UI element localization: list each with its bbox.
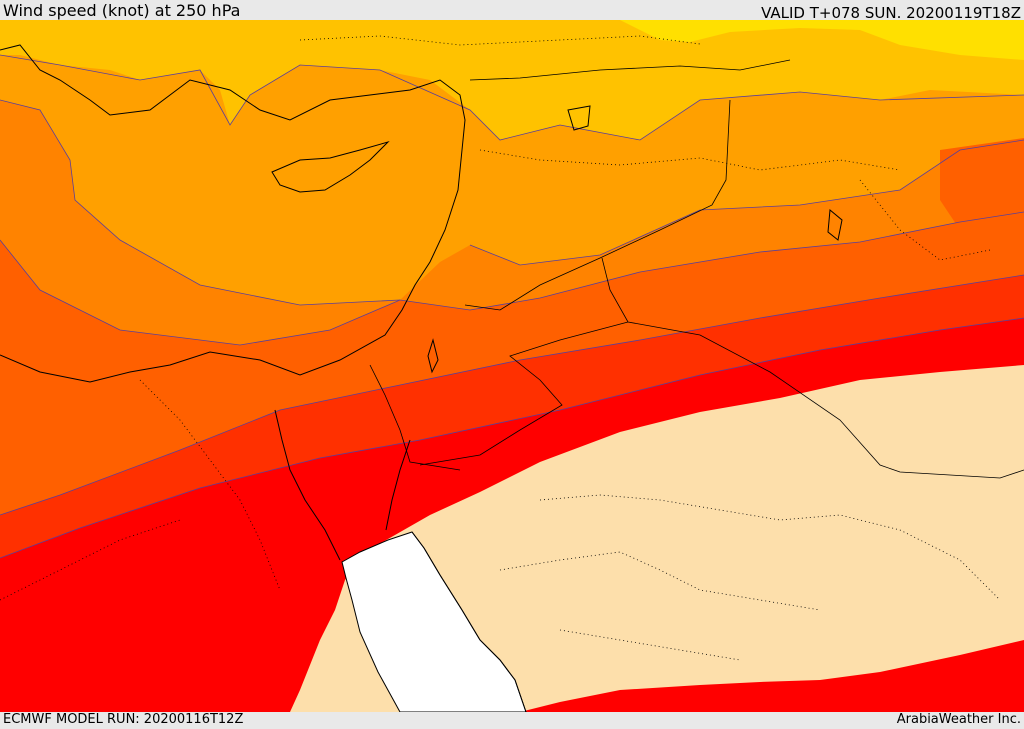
lake-urmia [827, 209, 843, 241]
cyprus-coast [271, 140, 390, 193]
dead-sea [427, 338, 439, 374]
band-yellow [620, 20, 1024, 60]
calm-area [290, 365, 1024, 712]
model-run: ECMWF MODEL RUN: 20200116T12Z [3, 712, 244, 727]
gulf-aqaba [385, 439, 411, 531]
credit-label: ArabiaWeather Inc. [896, 712, 1021, 727]
map-title: Wind speed (knot) at 250 hPa [3, 1, 241, 20]
lake-van [567, 105, 591, 131]
header-bar: Wind speed (knot) at 250 hPa VALID T+078… [0, 0, 1024, 22]
band-dark-orange-east [940, 138, 1024, 230]
red-sea-east [411, 531, 527, 712]
footer-bar: ECMWF MODEL RUN: 20200116T12Z ArabiaWeat… [0, 712, 1024, 729]
valid-time: VALID T+078 SUN. 20200119T18Z [761, 4, 1021, 22]
band-gold-patch [445, 37, 470, 60]
band-gold [0, 20, 1024, 140]
sinai-gulf-suez [274, 409, 341, 561]
province-boundaries [0, 35, 1001, 661]
country-borders [369, 59, 1024, 479]
contour-lines [0, 54, 1024, 559]
wind-speed-map[interactable] [0, 20, 1024, 712]
coastlines [0, 44, 843, 712]
